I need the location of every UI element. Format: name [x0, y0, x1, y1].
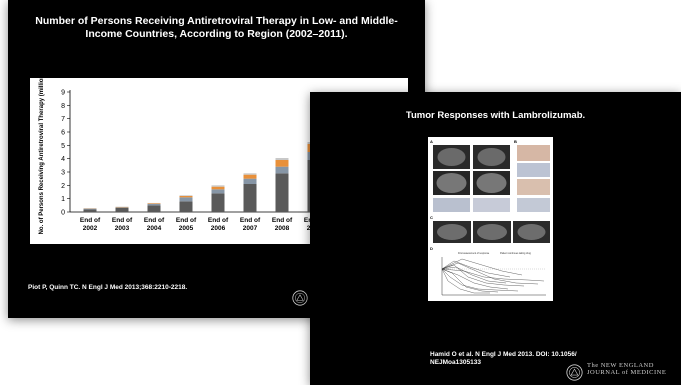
bar-segment: [243, 173, 257, 175]
histology-image: [517, 163, 550, 177]
y-tick-label: 8: [61, 103, 65, 110]
bar-segment: [83, 208, 97, 210]
figure-legend-item: First assessment of response: [458, 252, 490, 255]
figure-legend-item: Patient continues taking drug: [500, 252, 532, 255]
x-tick-label: End of: [112, 217, 133, 224]
bar-segment: [275, 173, 289, 212]
nejm-seal-icon: [292, 290, 308, 306]
bar-segment: [179, 201, 193, 212]
y-tick-label: 5: [61, 143, 65, 150]
x-tick-label: 2004: [147, 225, 162, 232]
figure-panel-label: C: [430, 215, 433, 220]
ct-scan-image: [476, 173, 507, 193]
x-tick-label: 2005: [179, 225, 194, 232]
brand-line: JOURNAL of MEDICINE: [587, 369, 667, 376]
bar-segment: [275, 158, 289, 160]
bar-segment: [179, 196, 193, 198]
x-tick-label: 2003: [115, 225, 130, 232]
bar-segment: [211, 193, 225, 212]
clinical-figure: A B C D First a: [430, 139, 550, 296]
bar-segment: [243, 184, 257, 212]
x-tick-label: End of: [272, 217, 293, 224]
y-tick-label: 0: [61, 210, 65, 217]
ct-scan-image: [477, 224, 507, 240]
y-tick-label: 4: [61, 156, 65, 163]
citation-line: Hamid O et al. N Engl J Med 2013. DOI: 1…: [430, 351, 577, 358]
bar-segment: [147, 204, 161, 206]
histology-image: [473, 198, 510, 212]
bar-segment: [115, 207, 129, 208]
y-tick-label: 6: [61, 130, 65, 137]
bar-segment: [147, 205, 161, 212]
histology-image: [517, 198, 550, 212]
bar-segment: [211, 185, 225, 187]
ct-scan-image: [517, 224, 546, 240]
slide-tumor-responses[interactable]: Tumor Responses with Lambrolizumab. A B …: [310, 92, 681, 385]
nejm-wordmark: The NEW ENGLAND JOURNAL of MEDICINE: [587, 362, 666, 376]
figure-panel-label: A: [430, 139, 433, 144]
skin-photo-image: [517, 179, 550, 195]
bar-segment: [179, 195, 193, 196]
ct-scan-image: [477, 148, 506, 166]
ct-scan-image: [437, 148, 466, 166]
bar-segment: [211, 189, 225, 194]
nejm-seal-icon: [566, 364, 583, 381]
y-tick-label: 9: [61, 90, 65, 97]
bar-segment: [147, 203, 161, 204]
bar-segment: [211, 186, 225, 190]
figure-panel-label: D: [430, 246, 433, 251]
y-tick-label: 2: [61, 183, 65, 190]
bar-segment: [243, 178, 257, 184]
bar-segment: [115, 208, 129, 212]
x-tick-label: 2007: [243, 225, 258, 232]
clinical-figure-panel: A B C D First a: [428, 137, 553, 301]
figure-panel-label: B: [514, 139, 517, 144]
slide-title: Tumor Responses with Lambrolizumab.: [405, 110, 586, 121]
x-tick-label: End of: [176, 217, 197, 224]
x-tick-label: 2006: [211, 225, 226, 232]
x-tick-label: 2002: [83, 225, 98, 232]
y-tick-label: 7: [61, 116, 65, 123]
x-tick-label: End of: [80, 217, 101, 224]
bar-segment: [83, 209, 97, 212]
bar-segment: [275, 160, 289, 167]
citation-line: NEJMoa1305133: [430, 359, 481, 367]
bar-segment: [275, 166, 289, 174]
y-axis-label: No. of Persons Receiving Antiretroviral …: [39, 78, 45, 234]
y-tick-label: 1: [61, 196, 65, 203]
x-tick-label: End of: [208, 217, 229, 224]
spider-plot-lines: [441, 258, 545, 294]
x-tick-label: End of: [240, 217, 261, 224]
slide-title: Number of Persons Receiving Antiretrovir…: [35, 15, 398, 41]
histology-image: [433, 198, 470, 212]
slide-citation: Hamid O et al. N Engl J Med 2013. DOI: 1…: [430, 351, 577, 367]
y-tick-label: 3: [61, 170, 65, 177]
x-tick-label: 2008: [275, 225, 290, 232]
brand-line: The NEW ENGLAND: [587, 362, 654, 369]
ct-scan-image: [436, 173, 467, 193]
bar-segment: [243, 174, 257, 179]
skin-photo-image: [517, 145, 550, 161]
slide-citation: Piot P, Quinn TC. N Engl J Med 2013;368:…: [28, 284, 188, 291]
x-tick-label: End of: [144, 217, 165, 224]
ct-scan-image: [437, 224, 467, 240]
bar-segment: [179, 197, 193, 202]
